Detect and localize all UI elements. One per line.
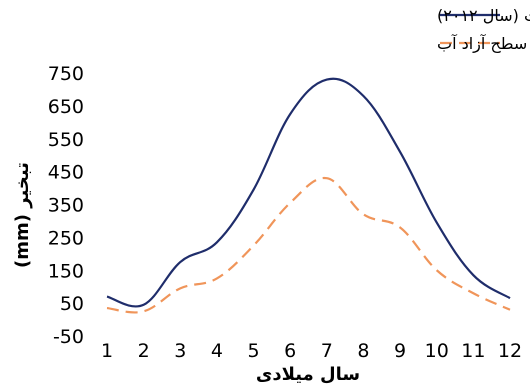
series-line-2 [106,177,511,314]
x-tick-label: 5 [247,340,259,362]
x-axis-ticks: 1 2 3 4 5 6 7 8 9 10 11 12 [101,340,522,362]
x-tick-label: 10 [425,340,449,362]
y-tick-label: 550 [48,129,84,151]
y-tick-label: 250 [48,227,84,249]
x-tick-label: 8 [357,340,369,362]
x-tick-label: 1 [101,340,113,362]
x-tick-label: 7 [321,340,333,362]
y-tick-label: 750 [48,63,84,85]
x-tick-label: 3 [174,340,186,362]
legend-label-1: تبخیر از تشت (سال ۲۰۱۲) [437,6,530,26]
series-lines [106,77,511,314]
y-tick-label: 650 [48,96,84,118]
x-tick-label: 2 [138,340,150,362]
legend: تبخیر از تشت (سال ۲۰۱۲) تبخیر از سطح آزاد… [437,6,530,54]
x-tick-label: 11 [461,340,485,362]
x-tick-label: 6 [284,340,296,362]
x-tick-label: 12 [498,340,522,362]
y-axis-label: تبخیر (mm) [12,162,33,268]
y-tick-label: -50 [53,326,84,348]
x-tick-label: 9 [394,340,406,362]
series-line-1 [106,77,511,308]
y-tick-label: 350 [48,195,84,217]
y-tick-label: 450 [48,162,84,184]
y-tick-label: 150 [48,260,84,282]
y-axis-ticks: -50 50 150 250 350 450 550 650 750 [48,63,84,348]
legend-label-2: تبخیر از سطح آزاد آب [437,34,530,54]
y-tick-label: 50 [60,293,84,315]
x-tick-label: 4 [211,340,223,362]
x-axis-label: سال میلادی [256,364,360,385]
